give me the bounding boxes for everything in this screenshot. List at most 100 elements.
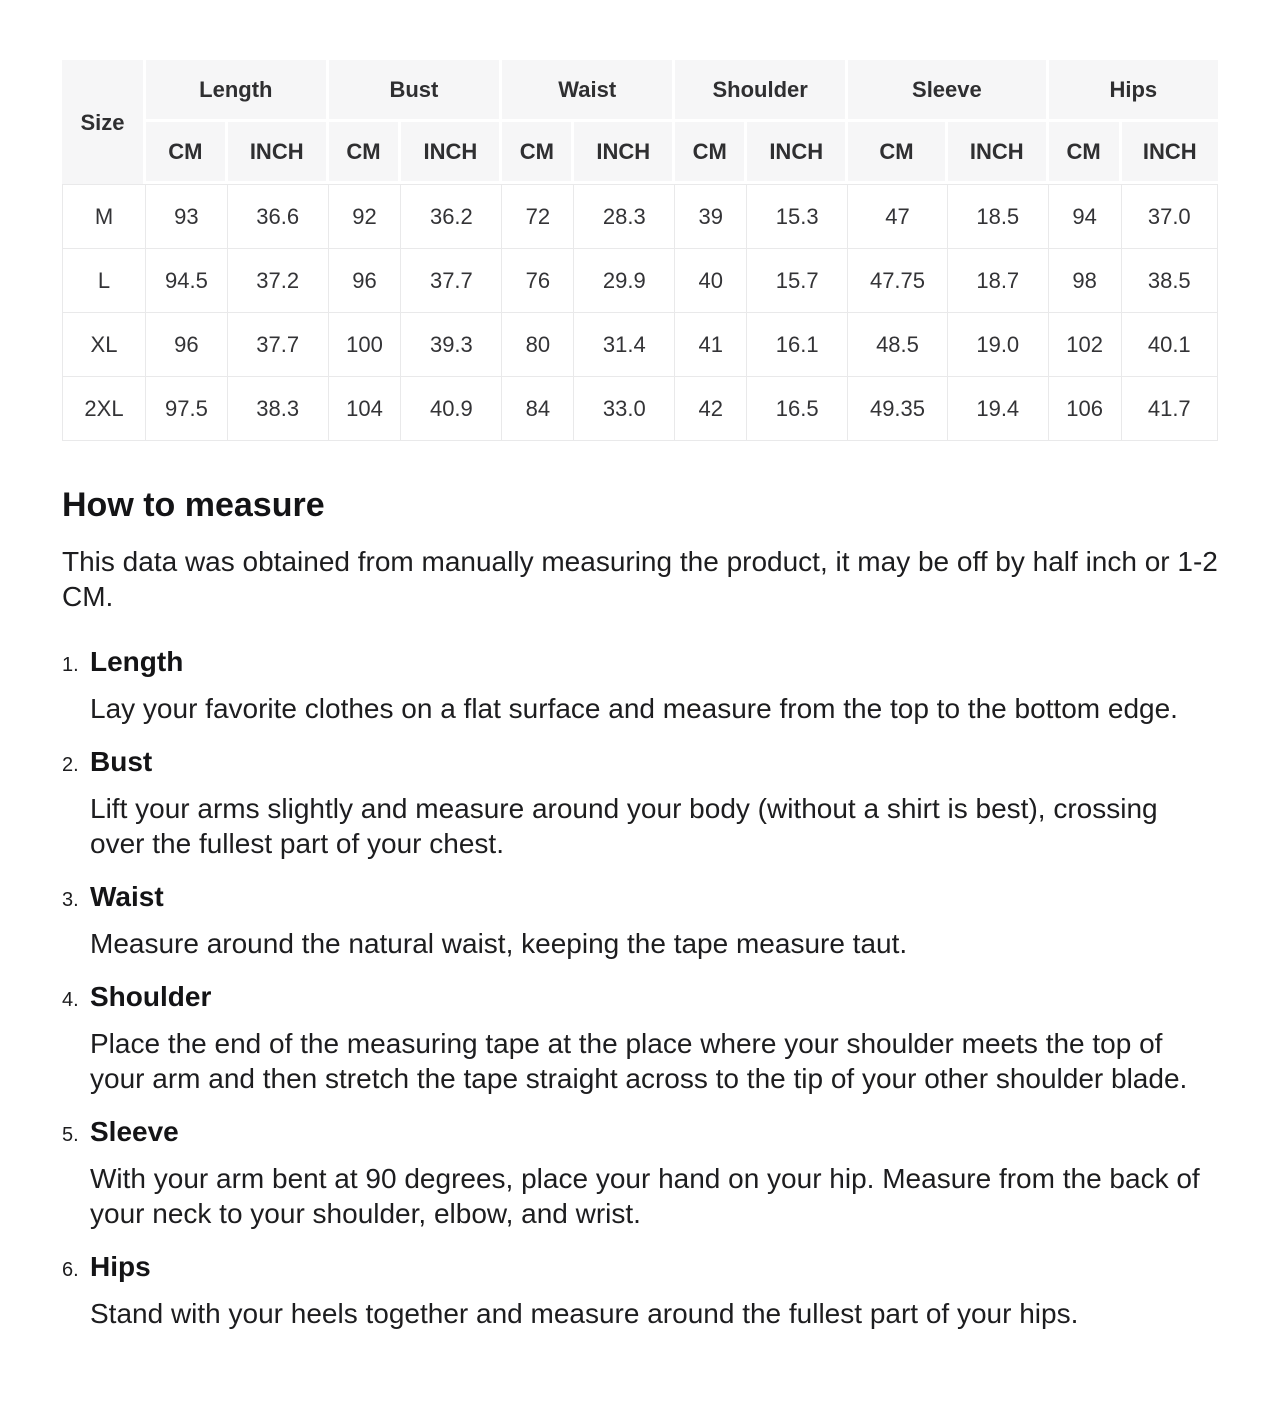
measurement-cell: 36.6 [227,184,329,249]
measurement-cell: 37.0 [1121,184,1218,249]
table-row-xl: XL 96 37.7 100 39.3 80 31.4 41 16.1 48.5… [62,313,1218,377]
measurement-cell: 98 [1048,249,1122,313]
unit-header-inch: INCH [401,122,503,184]
measurement-cell: 15.3 [747,184,849,249]
unit-header-cm: CM [502,122,575,184]
unit-header-cm: CM [1048,122,1122,184]
table-row-2xl: 2XL 97.5 38.3 104 40.9 84 33.0 42 16.5 4… [62,377,1218,441]
step-number: 1. [62,654,79,676]
step-title: Length [90,646,184,677]
measurement-cell: 80 [502,313,575,377]
measurement-cell: 16.5 [747,377,849,441]
size-label: 2XL [62,377,146,441]
unit-header-inch: INCH [947,122,1049,184]
measurement-cell: 104 [328,377,402,441]
measurement-cell: 94.5 [146,249,228,313]
step-hips: 6. Hips Stand with your heels together a… [62,1249,1218,1331]
table-row-m: M 93 36.6 92 36.2 72 28.3 39 15.3 47 18.… [62,184,1218,249]
step-heading: 3. Waist [62,879,1218,918]
step-bust: 2. Bust Lift your arms slightly and meas… [62,744,1218,861]
unit-header-cm: CM [328,122,402,184]
measurement-cell: 19.4 [947,377,1049,441]
measurement-cell: 38.3 [227,377,329,441]
measurement-cell: 47.75 [848,249,948,313]
measurement-cell: 39.3 [401,313,503,377]
group-header-hips: Hips [1048,60,1218,122]
measurement-cell: 106 [1048,377,1122,441]
measurement-cell: 97.5 [146,377,228,441]
measurement-cell: 37.2 [227,249,329,313]
step-heading: 1. Length [62,644,1218,683]
measurement-cell: 94 [1048,184,1122,249]
measure-steps-list: 1. Length Lay your favorite clothes on a… [62,644,1218,1331]
step-title: Shoulder [90,981,212,1012]
measure-disclaimer-text: This data was obtained from manually mea… [62,546,1218,612]
group-header-bust: Bust [328,60,503,122]
measurement-cell: 49.35 [848,377,948,441]
unit-header-inch: INCH [227,122,329,184]
measurement-cell: 40.1 [1121,313,1218,377]
table-row-l: L 94.5 37.2 96 37.7 76 29.9 40 15.7 47.7… [62,249,1218,313]
unit-header-inch: INCH [1121,122,1218,184]
measurement-cell: 100 [328,313,402,377]
measurement-cell: 33.0 [574,377,676,441]
unit-header-cm: CM [675,122,748,184]
size-label: XL [62,313,146,377]
group-header-waist: Waist [502,60,676,122]
step-description: Stand with your heels together and measu… [90,1298,1079,1329]
measurement-cell: 28.3 [574,184,676,249]
step-shoulder: 4. Shoulder Place the end of the measuri… [62,979,1218,1096]
measurement-cell: 93 [146,184,228,249]
how-to-measure-heading: How to measure [62,486,325,524]
measurement-cell: 37.7 [227,313,329,377]
measurement-cell: 42 [675,377,748,441]
measurement-cell: 40 [675,249,748,313]
measurement-cell: 18.5 [947,184,1049,249]
step-title: Hips [90,1251,151,1282]
step-description: Lay your favorite clothes on a flat surf… [90,693,1178,724]
unit-header-cm: CM [848,122,948,184]
measurement-cell: 40.9 [401,377,503,441]
unit-header-cm: CM [146,122,228,184]
step-description: Measure around the natural waist, keepin… [90,928,908,959]
step-number: 3. [62,889,79,911]
step-number: 2. [62,754,79,776]
unit-header-inch: INCH [574,122,676,184]
measurement-cell: 96 [328,249,402,313]
measurement-cell: 47 [848,184,948,249]
measurement-cell: 29.9 [574,249,676,313]
group-header-length: Length [146,60,329,122]
step-heading: 4. Shoulder [62,979,1218,1018]
step-title: Waist [90,881,164,912]
measurement-cell: 41 [675,313,748,377]
measurement-cell: 102 [1048,313,1122,377]
step-description: With your arm bent at 90 degrees, place … [90,1163,1200,1229]
group-header-shoulder: Shoulder [675,60,849,122]
step-description: Place the end of the measuring tape at t… [90,1028,1188,1094]
measurement-cell: 72 [502,184,575,249]
measurement-cell: 15.7 [747,249,849,313]
step-sleeve: 5. Sleeve With your arm bent at 90 degre… [62,1114,1218,1231]
measurement-cell: 96 [146,313,228,377]
step-length: 1. Length Lay your favorite clothes on a… [62,644,1218,726]
step-heading: 2. Bust [62,744,1218,783]
step-description: Lift your arms slightly and measure arou… [90,793,1158,859]
step-number: 6. [62,1259,79,1281]
size-label: L [62,249,146,313]
measurement-cell: 38.5 [1121,249,1218,313]
measurement-cell: 16.1 [747,313,849,377]
step-heading: 6. Hips [62,1249,1218,1288]
step-heading: 5. Sleeve [62,1114,1218,1153]
step-number: 4. [62,989,79,1011]
step-waist: 3. Waist Measure around the natural wais… [62,879,1218,961]
measurement-cell: 84 [502,377,575,441]
measurement-cell: 76 [502,249,575,313]
measurement-cell: 37.7 [401,249,503,313]
step-title: Bust [90,746,153,777]
size-column-header: Size [62,60,146,184]
measurement-cell: 48.5 [848,313,948,377]
measurement-cell: 19.0 [947,313,1049,377]
measurement-cell: 36.2 [401,184,503,249]
measurement-cell: 41.7 [1121,377,1218,441]
